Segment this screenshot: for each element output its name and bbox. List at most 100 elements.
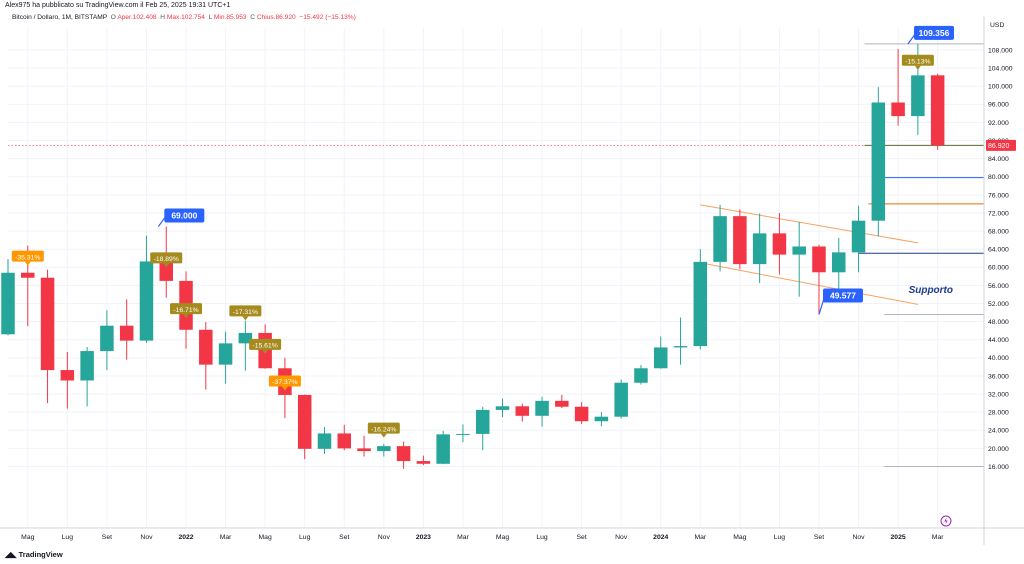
symbol-legend: Bitcoin / Dollaro, 1M, BITSTAMP O Aper.1… <box>12 14 356 21</box>
candle-body <box>851 220 866 253</box>
callout-box <box>901 54 934 66</box>
candle-body <box>456 433 470 435</box>
x-tick-label: 2022 <box>178 534 193 541</box>
legend-symbol: Bitcoin / Dollaro, 1M, BITSTAMP <box>12 14 108 21</box>
legend-open-label: O <box>110 14 116 21</box>
candle-body <box>733 216 747 265</box>
callout-text: -16.71% <box>173 307 198 314</box>
y-tick-label: 32.000 <box>988 391 1009 398</box>
candle-body <box>21 272 35 278</box>
x-tick-label: Lug <box>299 534 311 541</box>
candle-body <box>653 347 668 369</box>
callout-box <box>170 303 203 315</box>
callout-text: -35.31% <box>15 254 40 261</box>
publisher-note: Alex975 ha pubblicato su TradingView.com… <box>5 2 231 9</box>
callout-pointer <box>242 316 249 321</box>
legend-low-label: L <box>208 14 213 21</box>
candle-body <box>515 406 530 416</box>
x-tick-label: 2025 <box>891 534 906 541</box>
y-tick-label: 20.000 <box>988 446 1009 453</box>
callout-text: -15.13% <box>905 58 930 65</box>
candle-body <box>713 216 727 262</box>
support-label: Supporto <box>909 285 953 296</box>
y-tick-label: 80.000 <box>988 174 1009 181</box>
candle-body <box>159 261 173 281</box>
x-tick-label: Set <box>814 534 824 541</box>
y-tick-label: 60.000 <box>988 265 1009 272</box>
x-tick-label: Nov <box>615 534 628 541</box>
candle-body <box>416 461 431 464</box>
callout-text: -37.37% <box>272 379 297 386</box>
y-tick-label: 52.000 <box>988 301 1009 308</box>
channel-line <box>700 204 918 244</box>
candle-body <box>792 246 806 255</box>
legend-high-label: H <box>160 14 165 21</box>
y-tick-label: 28.000 <box>988 410 1009 417</box>
callout-pointer <box>24 261 31 266</box>
candle-body <box>297 394 312 449</box>
last-price-value: 86.920 <box>988 143 1010 150</box>
y-tick-label: 16.000 <box>988 464 1009 471</box>
candle-body <box>199 329 213 365</box>
x-tick-label: 2023 <box>416 534 431 541</box>
y-tick-label: 64.000 <box>988 247 1009 254</box>
candle-body <box>594 416 609 422</box>
percent-callouts: -35.31% -18.89% -16.71% -17.31% -15.61% -37.3… <box>11 54 934 438</box>
callout-box <box>229 305 262 317</box>
x-tick-label: Mar <box>457 534 469 541</box>
axes[interactable]: 108.000104.000100.00096.00092.00088.0008… <box>0 16 1024 545</box>
callout-text: -15.61% <box>252 343 277 350</box>
y-tick-label: 56.000 <box>988 283 1009 290</box>
candle-body <box>871 102 886 221</box>
legend-open: Aper.102.408 <box>117 14 157 21</box>
y-tick-label: 108.000 <box>988 47 1013 54</box>
brand-text: TradingView <box>18 550 63 559</box>
candle-body <box>317 433 332 449</box>
x-tick-label: Set <box>339 534 349 541</box>
legend-close: Chius.86.920 <box>256 14 296 21</box>
candle-body <box>40 277 55 371</box>
candle-body <box>752 233 767 265</box>
callout-text: -16.24% <box>371 426 396 433</box>
price-label-box <box>913 25 954 40</box>
callout-pointer <box>281 386 288 391</box>
price-labels: 69.000 109.356 49.577 <box>157 25 954 315</box>
x-tick-label: Nov <box>378 534 391 541</box>
candle-body <box>693 261 708 347</box>
x-tick-label: Mag <box>733 534 746 541</box>
callout-text: -17.31% <box>233 309 258 316</box>
x-tick-label: Mag <box>21 534 34 541</box>
y-tick-label: 76.000 <box>988 192 1009 199</box>
x-tick-label: Lug <box>774 534 786 541</box>
candle-body <box>930 75 945 146</box>
y-tick-label: 84.000 <box>988 156 1009 163</box>
tradingview-icon: ◢◣ <box>5 550 17 559</box>
x-tick-label: Nov <box>140 534 153 541</box>
candles <box>1 43 945 469</box>
candle-body <box>337 433 352 449</box>
x-tick-label: Mar <box>220 534 232 541</box>
candle-body <box>357 448 371 452</box>
callout-box <box>367 422 400 434</box>
candle-body <box>634 368 648 383</box>
candle-body <box>812 246 826 273</box>
y-tick-label: 100.000 <box>988 84 1013 91</box>
tradingview-logo[interactable]: ◢◣ TradingView <box>5 550 63 559</box>
candle-body <box>119 325 134 341</box>
candle-body <box>832 252 846 273</box>
price-label-text: 49.577 <box>830 290 856 300</box>
candle-body <box>891 102 905 117</box>
y-tick-label: 68.000 <box>988 228 1009 235</box>
candle-body <box>377 446 391 452</box>
candle-body <box>574 406 589 422</box>
x-tick-label: 2024 <box>653 534 668 541</box>
candle-body <box>772 233 787 255</box>
replay-icon[interactable] <box>940 515 952 527</box>
callout-pointer <box>914 65 921 70</box>
legend-high: Max.102.754 <box>166 14 205 21</box>
y-tick-label: 96.000 <box>988 102 1009 109</box>
channel-line <box>700 262 918 305</box>
candle-body <box>139 261 154 341</box>
y-tick-label: 72.000 <box>988 210 1009 217</box>
